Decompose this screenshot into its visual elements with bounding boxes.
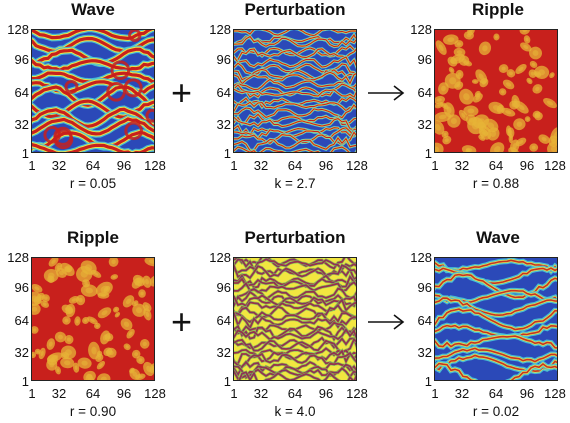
y-tick: 32 <box>216 117 231 132</box>
x-tick: 96 <box>318 386 334 401</box>
x-tick: 128 <box>544 386 566 401</box>
x-tick: 32 <box>454 386 470 401</box>
y-tick: 1 <box>424 146 432 161</box>
arrow-right-icon <box>368 85 405 101</box>
y-tick: 1 <box>424 374 432 389</box>
ripple-pattern <box>32 258 154 380</box>
x-tick: 96 <box>116 386 132 401</box>
parameter-label: r = 0.02 <box>472 404 520 419</box>
panel-title: Perturbation <box>244 228 346 247</box>
x-tick: 128 <box>346 386 368 401</box>
pattern-image <box>233 29 357 153</box>
y-tick: 64 <box>417 313 432 328</box>
parameter-label: r = 0.90 <box>69 404 117 419</box>
y-tick: 1 <box>21 146 29 161</box>
x-tick: 1 <box>28 158 36 173</box>
x-tick: 1 <box>28 386 36 401</box>
pattern-image <box>434 257 558 381</box>
y-tick: 96 <box>216 280 231 295</box>
x-tick: 64 <box>488 386 504 401</box>
y-tick: 1 <box>223 146 231 161</box>
x-tick: 96 <box>318 158 334 173</box>
y-tick: 96 <box>417 52 432 67</box>
panel-title: Ripple <box>472 0 524 19</box>
x-tick: 32 <box>253 158 269 173</box>
x-tick: 64 <box>287 158 303 173</box>
pattern-image <box>31 257 155 381</box>
perturbation-pattern <box>234 30 356 152</box>
x-tick: 64 <box>85 386 101 401</box>
x-tick: 32 <box>253 386 269 401</box>
panel-title: Ripple <box>67 228 119 247</box>
y-tick: 128 <box>7 22 29 37</box>
panel-title: Wave <box>71 0 115 19</box>
y-tick: 128 <box>209 22 231 37</box>
plus-operator: + <box>171 72 193 113</box>
plus-operator: + <box>171 301 193 342</box>
x-tick: 96 <box>519 158 535 173</box>
y-tick: 96 <box>14 280 29 295</box>
y-tick: 96 <box>216 52 231 67</box>
y-tick: 32 <box>417 345 432 360</box>
y-tick: 1 <box>21 374 29 389</box>
x-tick: 32 <box>51 158 67 173</box>
y-tick: 128 <box>7 250 29 265</box>
x-tick: 64 <box>488 158 504 173</box>
parameter-label: r = 0.88 <box>472 176 520 191</box>
y-tick: 128 <box>410 22 432 37</box>
y-tick: 1 <box>223 374 231 389</box>
x-tick: 32 <box>51 386 67 401</box>
wave-pattern <box>32 30 154 152</box>
x-tick: 96 <box>116 158 132 173</box>
y-tick: 32 <box>417 117 432 132</box>
panel-title: Wave <box>476 228 520 247</box>
y-tick: 96 <box>14 52 29 67</box>
parameter-label: k = 4.0 <box>274 404 316 419</box>
y-tick: 64 <box>216 313 231 328</box>
y-tick: 64 <box>14 85 29 100</box>
x-tick: 128 <box>144 386 166 401</box>
x-tick: 64 <box>287 386 303 401</box>
y-tick: 96 <box>417 280 432 295</box>
pattern-image <box>434 29 558 153</box>
x-tick: 96 <box>519 386 535 401</box>
x-tick: 64 <box>85 158 101 173</box>
y-tick: 32 <box>14 117 29 132</box>
pattern-image <box>233 257 357 381</box>
x-tick: 1 <box>431 158 439 173</box>
x-tick: 128 <box>144 158 166 173</box>
panel-title: Perturbation <box>244 0 346 19</box>
x-tick: 128 <box>346 158 368 173</box>
y-tick: 64 <box>216 85 231 100</box>
parameter-label: r = 0.05 <box>69 176 117 191</box>
x-tick: 1 <box>230 158 238 173</box>
x-tick: 32 <box>454 158 470 173</box>
y-tick: 64 <box>14 313 29 328</box>
x-tick: 1 <box>230 386 238 401</box>
y-tick: 128 <box>209 250 231 265</box>
y-tick: 32 <box>216 345 231 360</box>
pattern-image <box>31 29 155 153</box>
ripple-pattern <box>435 30 557 152</box>
y-tick: 64 <box>417 85 432 100</box>
y-tick: 32 <box>14 345 29 360</box>
x-tick: 128 <box>544 158 566 173</box>
y-tick: 128 <box>410 250 432 265</box>
perturbation-pattern <box>234 258 356 380</box>
arrow-right-icon <box>368 314 405 330</box>
x-tick: 1 <box>431 386 439 401</box>
parameter-label: k = 2.7 <box>274 176 316 191</box>
wave-pattern <box>435 258 557 380</box>
